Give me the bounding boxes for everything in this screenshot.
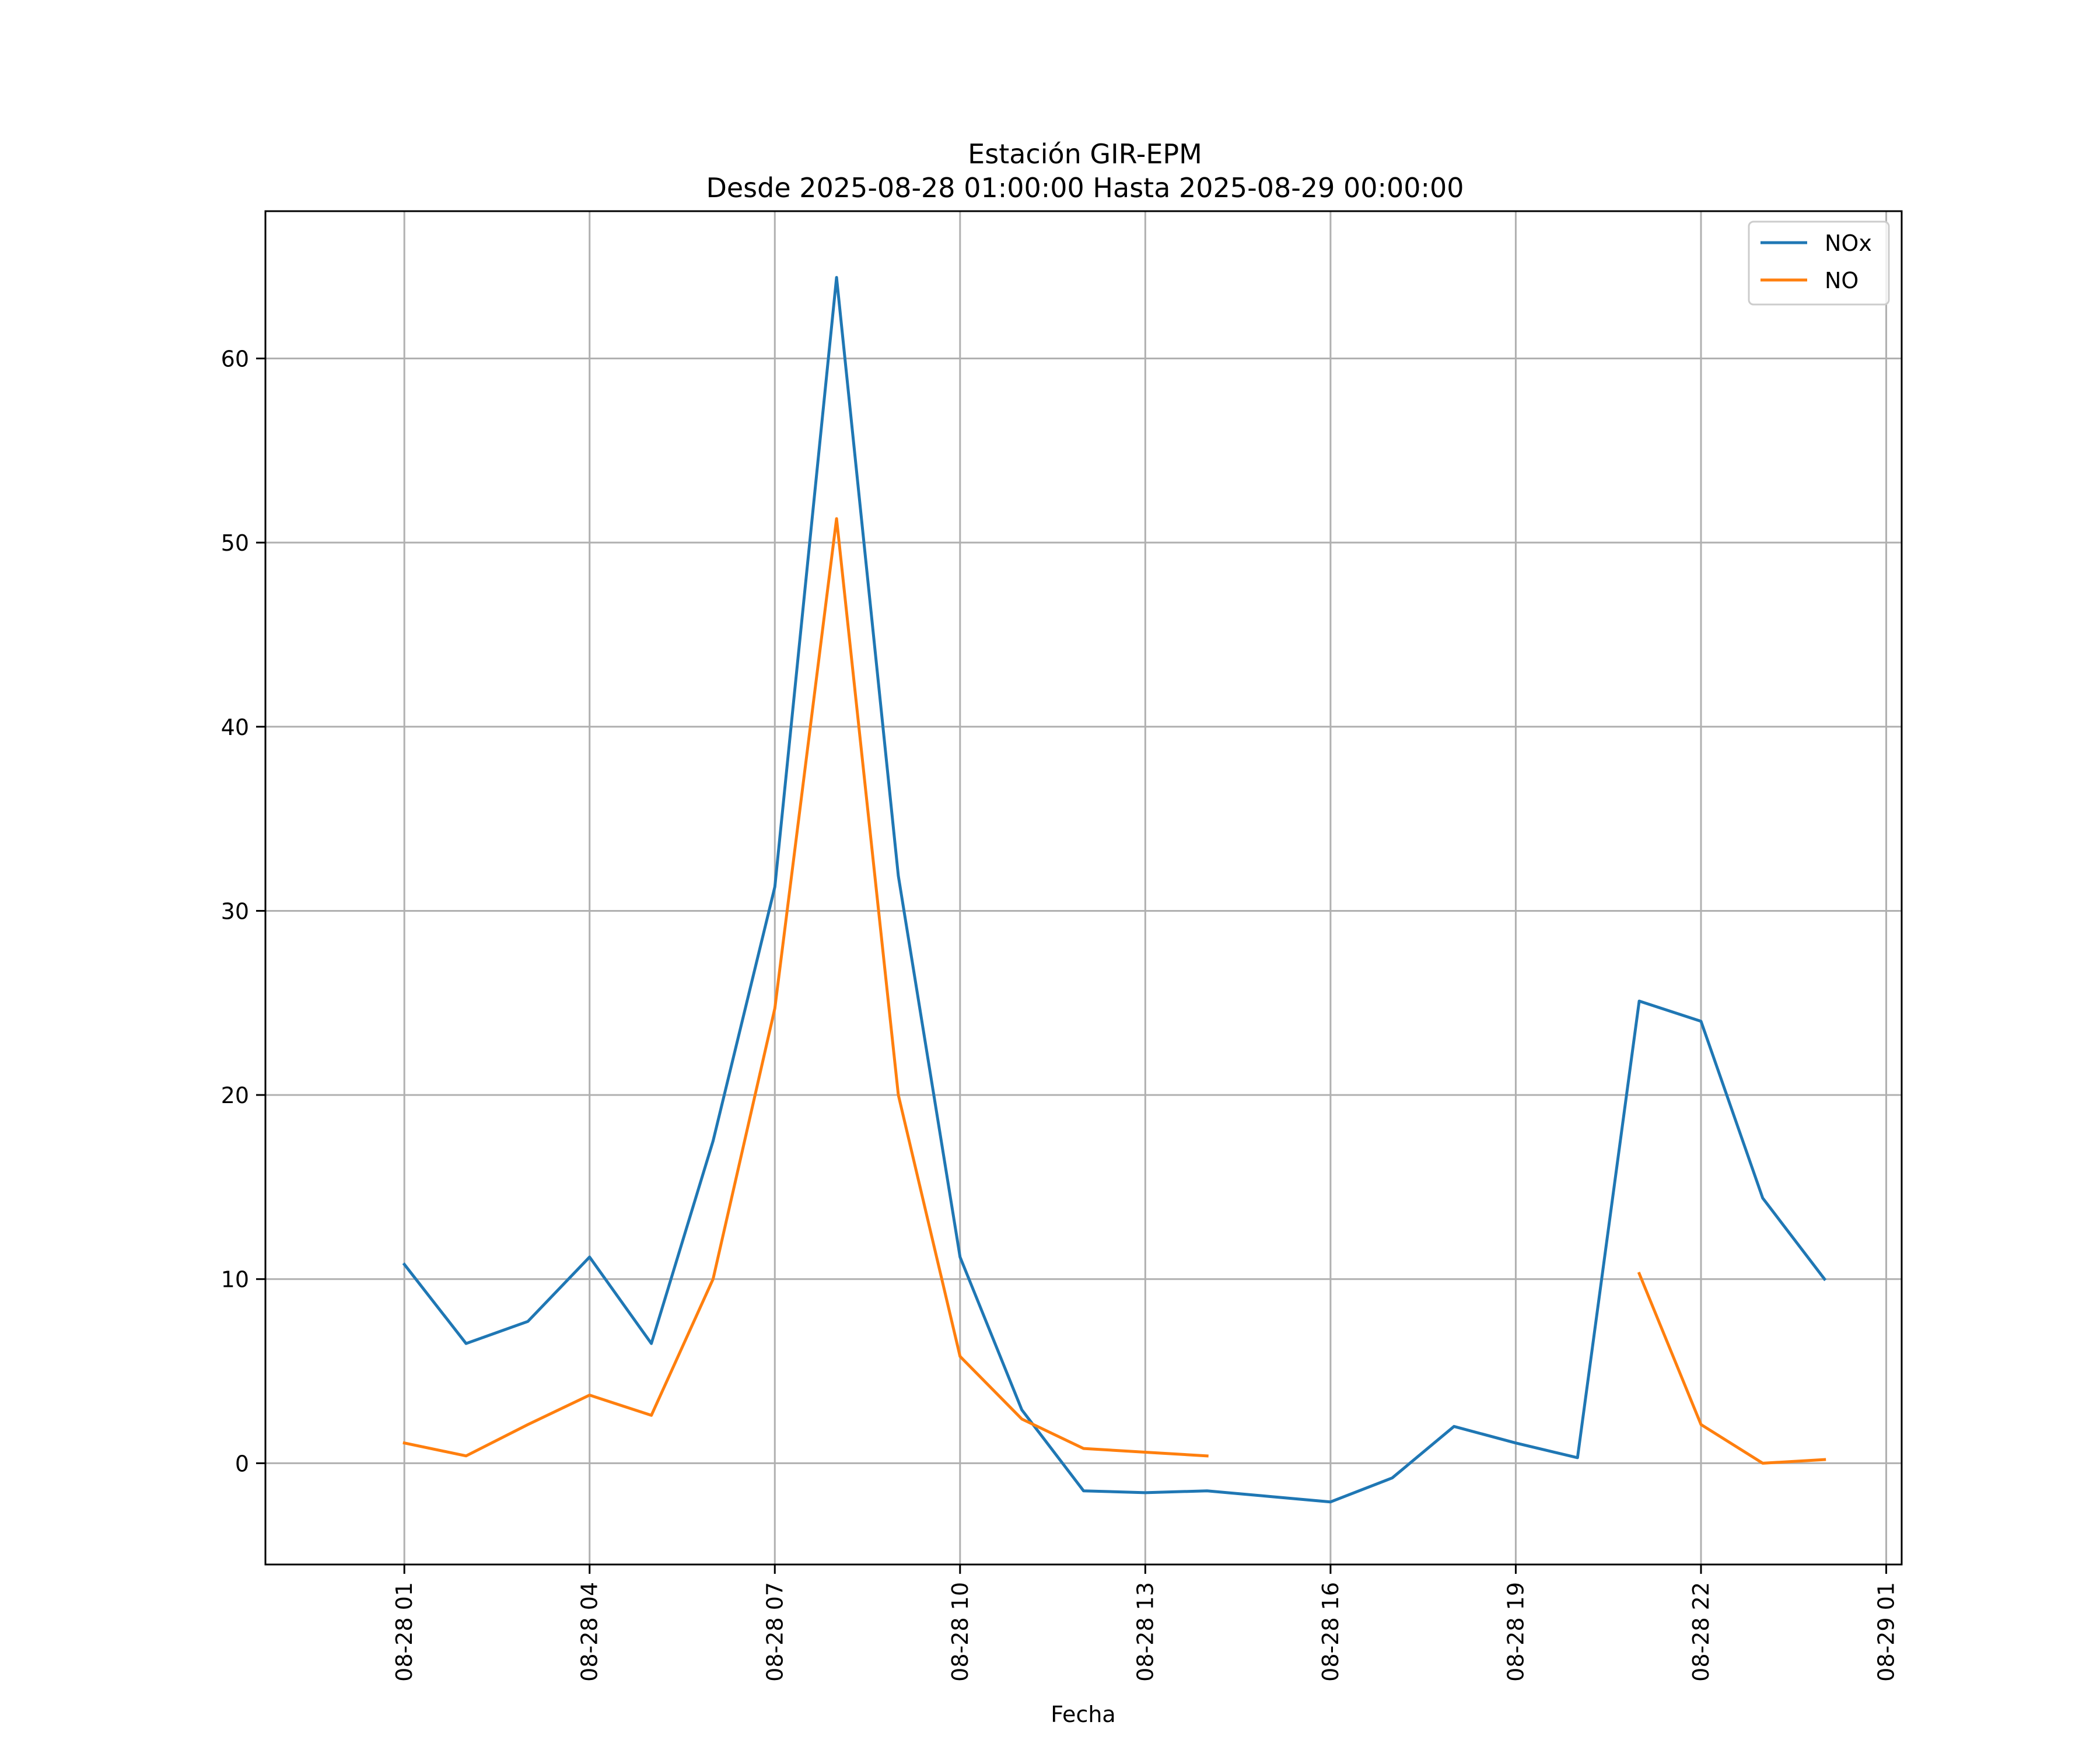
x-tick-label: 08-28 04 bbox=[577, 1582, 603, 1682]
x-axis-ticks: 08-28 01 08-28 04 08-28 07 08-28 10 08-28 13… bbox=[391, 1564, 1899, 1682]
y-tick-label: 40 bbox=[221, 715, 249, 740]
series-line-no bbox=[1637, 1272, 1826, 1465]
y-tick-label: 30 bbox=[221, 898, 249, 924]
y-tick-label: 50 bbox=[221, 530, 249, 556]
chart-subtitle: Desde 2025-08-28 01:00:00 Hasta 2025-08-… bbox=[706, 172, 1464, 204]
x-axis-label: Fecha bbox=[1051, 1702, 1115, 1727]
y-tick-label: 60 bbox=[221, 346, 249, 372]
chart-title: Estación GIR-EPM bbox=[968, 138, 1202, 170]
plot-frame bbox=[264, 210, 1903, 1566]
x-tick-label: 08-28 19 bbox=[1503, 1582, 1528, 1682]
y-tick-label: 0 bbox=[235, 1451, 249, 1476]
legend: NOx NO bbox=[1748, 220, 1890, 306]
x-tick-label: 08-28 01 bbox=[391, 1582, 417, 1682]
x-tick-label: 08-29 01 bbox=[1874, 1582, 1899, 1682]
series-line-nox bbox=[402, 276, 1827, 1504]
x-tick-label: 08-28 10 bbox=[947, 1582, 973, 1682]
x-tick-label: 08-28 22 bbox=[1688, 1582, 1714, 1682]
x-tick-label: 08-28 13 bbox=[1132, 1582, 1158, 1682]
series-line-no bbox=[402, 517, 1209, 1458]
y-axis-ticks: 0 10 20 30 40 50 60 bbox=[221, 346, 265, 1476]
series-lines bbox=[402, 276, 1827, 1504]
legend-label-no: NO bbox=[1825, 268, 1859, 293]
x-tick-label: 08-28 16 bbox=[1318, 1582, 1343, 1682]
x-tick-label: 08-28 07 bbox=[762, 1582, 788, 1682]
y-tick-label: 20 bbox=[221, 1083, 249, 1108]
legend-label-nox: NOx bbox=[1825, 230, 1872, 256]
grid bbox=[265, 211, 1902, 1564]
y-tick-label: 10 bbox=[221, 1267, 249, 1293]
